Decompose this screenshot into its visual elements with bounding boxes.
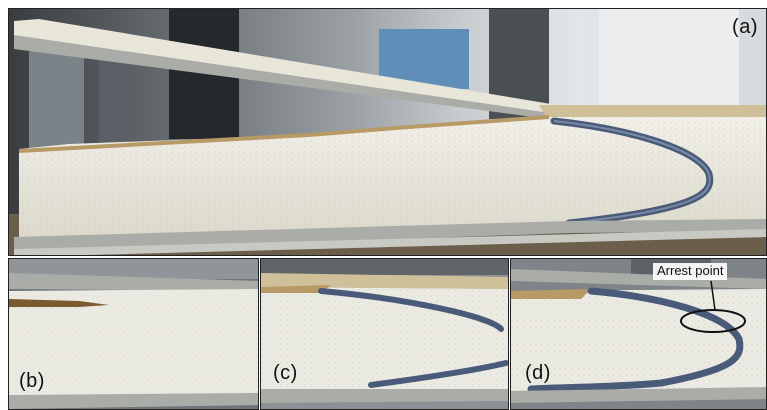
specimen-photo-d	[511, 259, 766, 409]
panel-c-photo: (c)	[260, 258, 509, 410]
panel-a-label: (a)	[732, 16, 758, 38]
specimen-photo-a	[9, 9, 766, 255]
panel-c-label: (c)	[273, 362, 298, 384]
specimen-photo-c	[261, 259, 508, 409]
panel-a-photo: (a)	[8, 8, 767, 256]
panel-d-photo: Arrest point (d)	[510, 258, 767, 410]
panel-b-label: (b)	[19, 370, 45, 392]
panel-d-label: (d)	[525, 362, 551, 384]
arrest-point-annotation: Arrest point	[653, 263, 728, 281]
arrest-point-ring	[680, 309, 746, 333]
panel-b-photo: (b)	[8, 258, 259, 410]
arrest-point-leader	[710, 280, 716, 311]
specimen-photo-b	[9, 259, 258, 409]
